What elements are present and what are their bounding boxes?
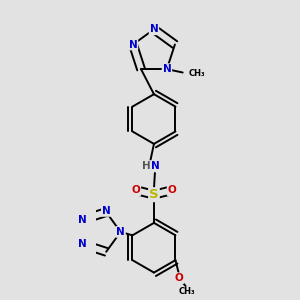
Text: N: N xyxy=(78,239,87,249)
Text: S: S xyxy=(149,188,159,201)
Text: CH₃: CH₃ xyxy=(188,69,205,78)
Text: CH₃: CH₃ xyxy=(178,287,195,296)
Text: O: O xyxy=(131,185,140,195)
Text: N: N xyxy=(116,227,125,237)
Text: N: N xyxy=(163,64,171,74)
Text: N: N xyxy=(102,206,110,216)
Text: N: N xyxy=(78,215,87,225)
Text: N: N xyxy=(151,161,160,172)
Text: N: N xyxy=(129,40,137,50)
Text: H: H xyxy=(142,161,150,172)
Text: O: O xyxy=(175,273,183,283)
Text: O: O xyxy=(168,185,176,195)
Text: N: N xyxy=(150,24,158,34)
